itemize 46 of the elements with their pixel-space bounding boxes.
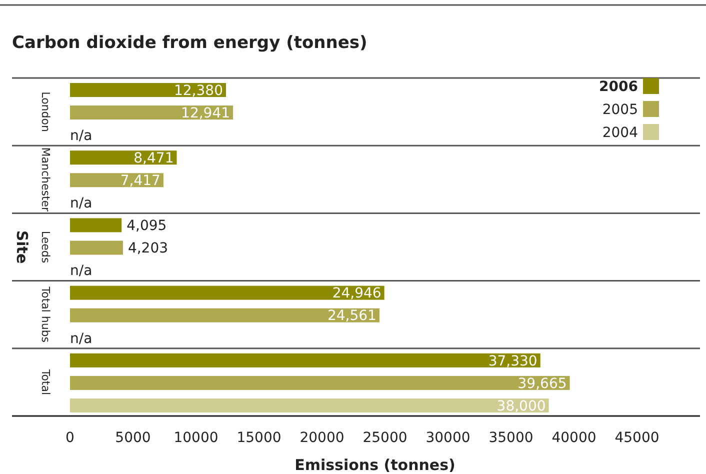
- chart-title: Carbon dioxide from energy (tonnes): [12, 33, 368, 53]
- legend-label: 2004: [602, 124, 638, 141]
- data-label: 37,330: [488, 353, 538, 370]
- y-tick-label: Total: [39, 368, 52, 396]
- x-axis-title: Emissions (tonnes): [294, 456, 456, 474]
- x-tick-label: 40000: [552, 430, 596, 446]
- bar: [70, 240, 123, 255]
- x-tick-label: 5000: [115, 430, 151, 446]
- bar: [70, 286, 384, 300]
- legend-label: 2006: [599, 78, 638, 95]
- legend-label: 2005: [602, 102, 638, 118]
- data-label: 4,095: [126, 218, 167, 234]
- y-axis-title: Site: [12, 230, 31, 264]
- y-tick-label: Leeds: [39, 230, 52, 264]
- x-tick-label: 35000: [488, 430, 534, 446]
- bar: [70, 398, 549, 412]
- text: n/a: [70, 128, 92, 144]
- data-label: 24,561: [327, 308, 376, 324]
- x-tick-label: 45000: [614, 430, 660, 446]
- x-tick-label: 10000: [174, 430, 218, 446]
- text: n/a: [70, 330, 92, 347]
- y-tick-label: Manchester: [39, 147, 52, 212]
- x-tick-label: 0: [66, 430, 74, 446]
- data-label: 12,941: [181, 105, 230, 122]
- y-tick-label: London: [39, 92, 52, 132]
- bar: [70, 308, 380, 322]
- bar: [70, 83, 226, 97]
- x-tick-label: 25000: [362, 430, 408, 446]
- x-tick-label: 20000: [300, 430, 344, 446]
- data-label: 8,471: [134, 150, 174, 166]
- text: n/a: [70, 263, 92, 280]
- text: n/a: [70, 196, 92, 212]
- x-tick-label: 30000: [426, 430, 470, 446]
- x-tick-label: 15000: [236, 430, 282, 446]
- data-label: 24,946: [332, 286, 382, 302]
- bar: [70, 376, 570, 390]
- data-label: 12,380: [174, 82, 223, 99]
- y-tick-label: Total hubs: [39, 286, 52, 343]
- bar: [70, 173, 164, 188]
- data-label: 39,665: [518, 376, 567, 392]
- data-label: 38,000: [496, 398, 546, 414]
- data-label: 7,417: [120, 173, 160, 190]
- bar: [70, 353, 540, 368]
- bar: [70, 106, 234, 120]
- data-label: 4,203: [128, 240, 168, 257]
- bar: [70, 218, 122, 232]
